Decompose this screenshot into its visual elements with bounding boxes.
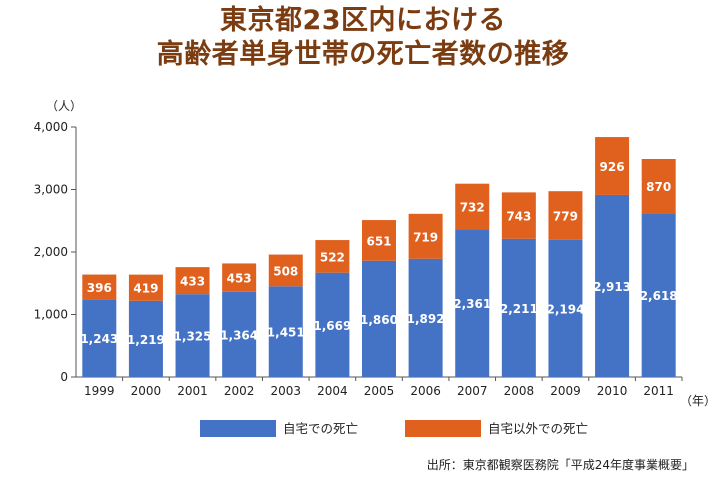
- bar-outside-1999: [82, 274, 117, 300]
- x-tick-label: 2009: [550, 384, 581, 398]
- bar-outside-2009: [548, 191, 583, 240]
- y-tick-label: 1,000: [34, 308, 68, 322]
- bar-outside-2007: [455, 183, 490, 230]
- label-home-1999: 1,243: [80, 332, 118, 346]
- bar-home-2009: [548, 239, 583, 377]
- label-outside-2010: 926: [600, 160, 625, 174]
- label-outside-2009: 779: [553, 210, 578, 224]
- label-home-2003: 1,451: [267, 326, 305, 340]
- label-home-2007: 2,361: [453, 297, 491, 311]
- label-home-2009: 2,194: [546, 302, 584, 316]
- chart-title-line-2: 高齢者単身世帯の死亡者数の推移: [156, 39, 570, 70]
- legend-swatch-outside: [405, 420, 481, 437]
- x-tick-label: 2007: [457, 384, 488, 398]
- label-home-2004: 1,669: [313, 319, 351, 333]
- label-outside-2007: 732: [460, 201, 485, 215]
- bar-home-2011: [641, 213, 676, 377]
- bar-home-1999: [82, 299, 117, 377]
- label-home-2002: 1,364: [220, 328, 258, 342]
- chart-title-line-1: 東京都23区内における: [219, 5, 507, 36]
- y-tick-label: 3,000: [34, 183, 68, 197]
- label-home-2008: 2,211: [500, 302, 538, 316]
- bar-outside-2010: [595, 137, 630, 195]
- bar-outside-2000: [128, 274, 163, 301]
- label-outside-2008: 743: [506, 210, 531, 224]
- label-home-2006: 1,892: [407, 312, 445, 326]
- legend-swatch-home: [200, 420, 276, 437]
- bar-outside-2008: [501, 192, 536, 239]
- bar-home-2008: [501, 238, 536, 377]
- x-tick-label: 2006: [410, 384, 441, 398]
- x-tick-label: 2004: [317, 384, 348, 398]
- legend-label-home: 自宅での死亡: [283, 421, 359, 436]
- bar-outside-2006: [408, 213, 443, 259]
- x-tick-label: 2010: [597, 384, 628, 398]
- bar-home-2004: [315, 272, 350, 377]
- bar-outside-2004: [315, 240, 350, 273]
- axes: 0 1,000 2,000 3,000 4,000 （人） （年） 1999 2000 2001 2…: [34, 99, 716, 408]
- label-home-2011: 2,618: [640, 289, 678, 303]
- label-outside-2005: 651: [366, 234, 391, 248]
- bar-home-2005: [362, 260, 396, 377]
- label-outside-2000: 419: [133, 282, 158, 296]
- bar-home-2001: [175, 294, 210, 377]
- label-home-2005: 1,860: [360, 313, 398, 327]
- x-tick-label: 2011: [643, 384, 674, 398]
- label-outside-2006: 719: [413, 230, 438, 244]
- bar-outside-2002: [222, 263, 257, 292]
- y-tick-label: 2,000: [34, 245, 68, 259]
- source-note: 出所：東京都観察医務院「平成24年度事業概要」: [426, 458, 694, 472]
- x-tick-label: 2000: [131, 384, 162, 398]
- bar-outside-2001: [175, 267, 210, 295]
- label-outside-1999: 396: [87, 281, 112, 295]
- x-tick-label: 1999: [84, 384, 115, 398]
- legend-label-outside: 自宅以外での死亡: [488, 421, 589, 436]
- bar-outside-2003: [268, 254, 303, 287]
- bar-home-2000: [128, 300, 163, 377]
- label-outside-2004: 522: [320, 250, 345, 264]
- bar-outside-2011: [641, 159, 676, 214]
- x-tick-label: 2005: [364, 384, 395, 398]
- label-home-2000: 1,219: [127, 333, 165, 347]
- bar-home-2003: [268, 286, 303, 377]
- chart-title: 東京都23区内における 高齢者単身世帯の死亡者数の推移: [0, 4, 726, 72]
- label-outside-2001: 433: [180, 275, 205, 289]
- label-outside-2011: 870: [646, 180, 671, 194]
- y-axis-unit: （人）: [46, 99, 82, 113]
- label-home-2001: 1,325: [174, 330, 212, 344]
- y-tick-label: 0: [60, 370, 68, 384]
- x-tick-label: 2001: [177, 384, 208, 398]
- bar-outside-2005: [362, 220, 396, 261]
- label-outside-2003: 508: [273, 264, 298, 278]
- bar-home-2006: [408, 258, 443, 377]
- label-home-2010: 2,913: [593, 280, 631, 294]
- x-axis-unit: （年）: [680, 394, 716, 408]
- bar-home-2010: [595, 194, 630, 377]
- x-tick-label: 2003: [270, 384, 301, 398]
- bar-home-2007: [455, 229, 490, 377]
- bar-home-2002: [222, 291, 257, 377]
- label-outside-2002: 453: [227, 272, 252, 286]
- x-tick-label: 2008: [504, 384, 535, 398]
- y-tick-label: 4,000: [34, 120, 68, 134]
- bars: [82, 137, 676, 377]
- x-tick-label: 2002: [224, 384, 255, 398]
- data-labels: 1,243 396 1,219 419 1,325 433 1,364 453 1,451 508…: [80, 160, 677, 347]
